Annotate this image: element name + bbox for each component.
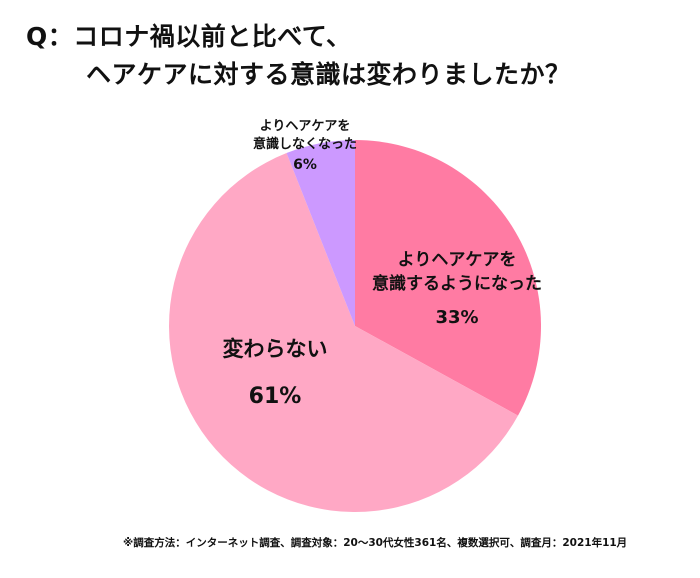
slice-label-less-conscious: よりヘアケアを 意識しなくなった 6% bbox=[240, 118, 370, 174]
pie-slice bbox=[168, 153, 518, 512]
slice-percent: 33% bbox=[435, 307, 479, 328]
title-line-2: ヘアケアに対する意識は変わりましたか？ bbox=[86, 60, 571, 89]
title-line-1: Q：コロナ禍以前と比べて、 bbox=[26, 22, 352, 51]
survey-footnote: ※調査方法：インターネット調査、調査対象：20～30代女性361名、複数選択可、… bbox=[123, 537, 628, 549]
label-line: よりヘアケアを bbox=[259, 119, 351, 134]
pie-slice bbox=[355, 140, 541, 416]
slice-label-unchanged: 変わらない 61% bbox=[205, 335, 345, 411]
slice-percent: 61% bbox=[248, 384, 302, 409]
slice-percent: 6% bbox=[293, 157, 317, 173]
slice-label-more-conscious: よりヘアケアを 意識するようになった 33% bbox=[352, 248, 562, 330]
pie-slice bbox=[286, 140, 355, 326]
chart-title: Q：コロナ禍以前と比べて、 ヘアケアに対する意識は変わりましたか？ bbox=[26, 18, 571, 94]
label-line: 意識するようになった bbox=[372, 274, 542, 294]
label-line: 意識しなくなった bbox=[252, 137, 357, 152]
label-line: 変わらない bbox=[222, 337, 328, 361]
label-line: よりヘアケアを bbox=[397, 250, 517, 270]
